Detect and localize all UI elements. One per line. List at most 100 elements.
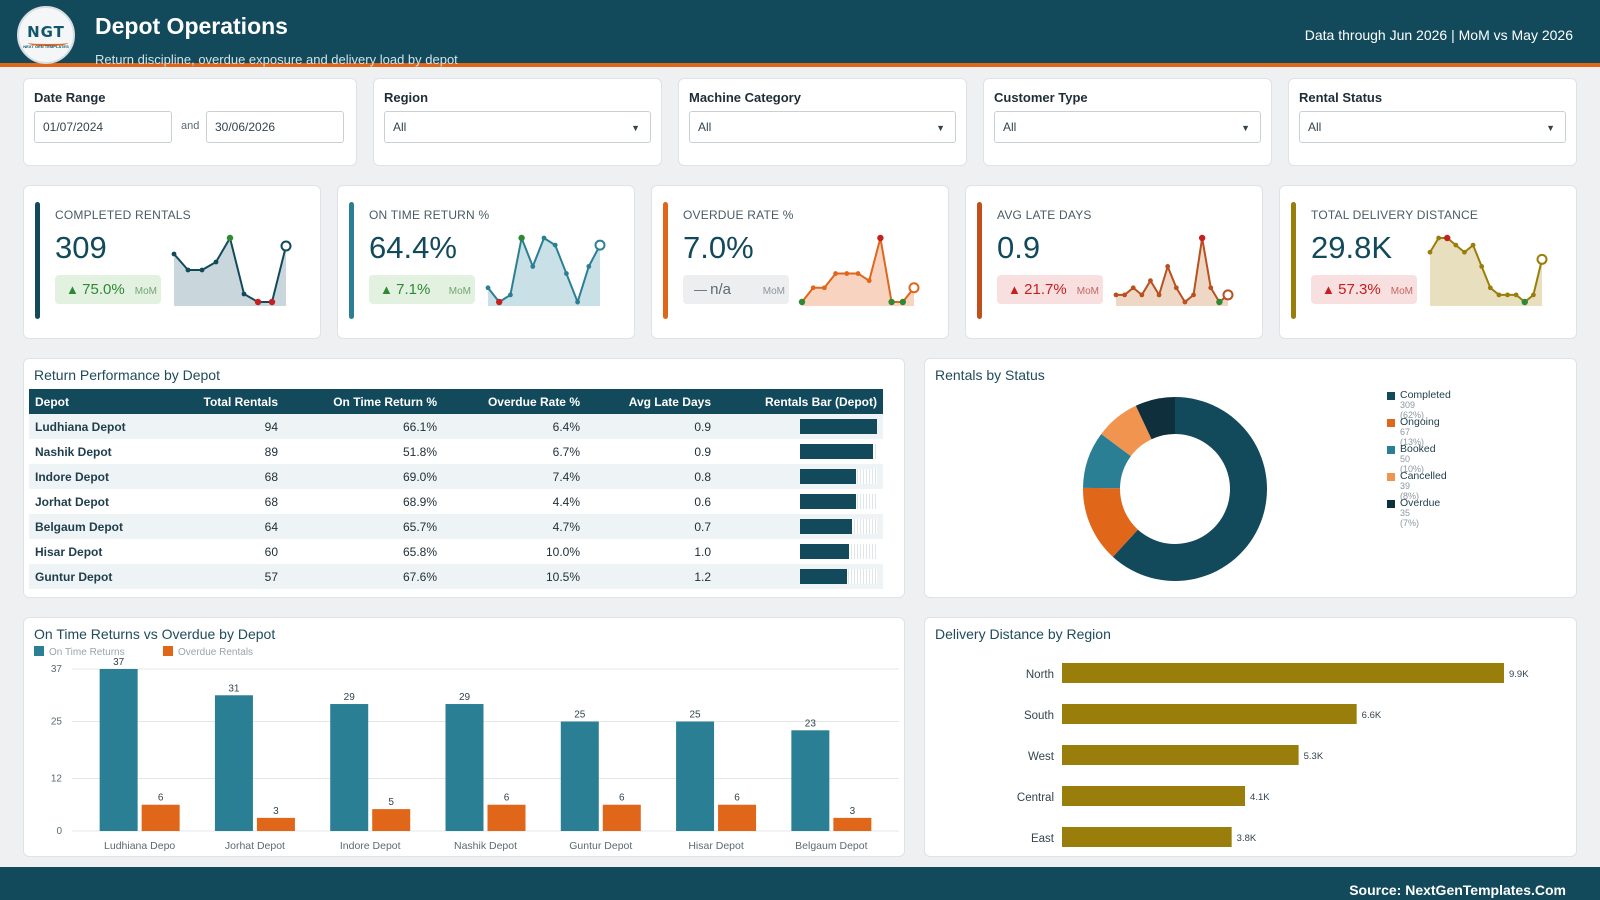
late-days-cell: 0.8 <box>586 464 717 489</box>
table-row[interactable]: Nashik Depot 89 51.8% 6.7% 0.9 <box>29 439 883 464</box>
data-through-label: Data through Jun 2026 | MoM vs May 2026 <box>1304 27 1573 43</box>
bar-value-label: 25 <box>574 710 586 721</box>
donut-slice-cancelled[interactable] <box>1101 405 1152 457</box>
kpi-value: 64.4% <box>369 230 457 265</box>
donut-slice-completed[interactable] <box>1112 397 1267 581</box>
sparkline-area <box>1430 238 1542 306</box>
on-time-cell: 65.8% <box>284 539 443 564</box>
column-header[interactable]: Overdue Rate % <box>443 389 586 414</box>
donut-slice-overdue[interactable] <box>1135 397 1175 440</box>
total-rentals-cell: 57 <box>149 564 284 589</box>
distance-bar[interactable] <box>1062 663 1504 683</box>
legend-swatch <box>1387 392 1395 400</box>
chevron-down-icon: ▼ <box>1241 123 1250 133</box>
sparkline-point <box>844 271 850 276</box>
kpi-change-period: MoM <box>448 286 471 297</box>
logo-swoosh <box>28 40 68 46</box>
chevron-down-icon: ▼ <box>631 123 640 133</box>
rentals-bar-cell <box>717 489 883 514</box>
overdue-bar[interactable] <box>602 804 641 831</box>
legend-value: 67 (13%) <box>1400 427 1425 447</box>
table-row[interactable]: Jorhat Depot 68 68.9% 4.4% 0.6 <box>29 489 883 514</box>
distance-bar[interactable] <box>1062 745 1299 765</box>
overdue-bar[interactable] <box>256 817 295 831</box>
date-to-input[interactable]: 30/06/2026 <box>206 111 344 143</box>
column-header[interactable]: Total Rentals <box>149 389 284 414</box>
overdue-bar[interactable] <box>487 804 526 831</box>
table-row[interactable]: Ludhiana Depot 94 66.1% 6.4% 0.9 <box>29 414 883 439</box>
distance-bar[interactable] <box>1062 704 1357 724</box>
overdue-cell: 4.7% <box>443 514 586 539</box>
on-time-bar[interactable] <box>791 730 830 831</box>
column-header[interactable]: Rentals Bar (Depot) <box>717 389 883 414</box>
table-row[interactable]: Guntur Depot 57 67.6% 10.5% 1.2 <box>29 564 883 589</box>
rentals-bar-track <box>800 494 877 510</box>
distance-bar[interactable] <box>1062 827 1232 847</box>
distance-bar[interactable] <box>1062 786 1246 806</box>
on-time-bar[interactable] <box>445 704 484 831</box>
legend-swatch <box>34 646 44 656</box>
overdue-cell: 7.4% <box>443 464 586 489</box>
sparkline-latest-point <box>280 240 292 252</box>
column-header[interactable]: Avg Late Days <box>586 389 717 414</box>
overdue-bar[interactable] <box>372 809 411 831</box>
rentals-bar-cell <box>717 414 883 439</box>
table-row[interactable]: Indore Depot 68 69.0% 7.4% 0.8 <box>29 464 883 489</box>
overdue-bar[interactable] <box>141 804 180 831</box>
sparkline-area <box>174 238 286 306</box>
column-header[interactable]: Depot <box>29 389 149 414</box>
kpi-title: ON TIME RETURN % <box>369 208 490 222</box>
overdue-bar[interactable] <box>718 804 757 831</box>
bar-value-label: 31 <box>228 683 240 694</box>
legend-label: Completed <box>1400 389 1451 401</box>
legend-swatch <box>1387 500 1395 508</box>
sparkline-point <box>213 259 219 265</box>
overdue-bar[interactable] <box>833 817 872 831</box>
date-from-input[interactable]: 01/07/2024 <box>34 111 172 143</box>
select-value: All <box>698 120 712 134</box>
on-time-bar[interactable] <box>676 721 715 831</box>
rentals-bar-fill <box>800 569 847 585</box>
sparkline-area <box>802 238 914 306</box>
on-time-bar[interactable] <box>560 721 599 831</box>
on-time-bar[interactable] <box>330 704 369 831</box>
sparkline-high-point <box>888 298 895 306</box>
logo-text: NGT <box>27 23 65 41</box>
triangle-up-icon: ▲ <box>1008 282 1021 297</box>
sparkline-point <box>1148 278 1153 284</box>
rental-status-select[interactable]: All ▼ <box>1299 111 1566 143</box>
machine-category-select[interactable]: All ▼ <box>689 111 956 143</box>
x-category-label: Indore Depot <box>340 840 401 852</box>
sparkline-point <box>1122 292 1128 298</box>
region-select[interactable]: All ▼ <box>384 111 651 143</box>
kpi-sparkline <box>171 234 292 306</box>
bar-value-label: 29 <box>459 692 471 703</box>
table-row[interactable]: Belgaum Depot 64 65.7% 4.7% 0.7 <box>29 514 883 539</box>
card-title: On Time Returns vs Overdue by Depot <box>34 626 276 642</box>
sparkline-point <box>1462 249 1467 255</box>
overdue-cell: 6.7% <box>443 439 586 464</box>
customer-type-select[interactable]: All ▼ <box>994 111 1261 143</box>
filter-machine-category: Machine Category All ▼ <box>678 78 967 166</box>
logo-subtext: NEXT GEN TEMPLATES <box>23 44 69 49</box>
sparkline-high-point <box>798 298 806 306</box>
donut-slice-ongoing[interactable] <box>1083 487 1138 557</box>
depot-name-cell: Nashik Depot <box>29 439 149 464</box>
on-time-bar[interactable] <box>214 695 253 831</box>
donut-slice-booked[interactable] <box>1083 433 1131 489</box>
kpi-sparkline <box>1427 234 1548 306</box>
table-row[interactable]: Hisar Depot 60 65.8% 10.0% 1.0 <box>29 539 883 564</box>
card-title: Delivery Distance by Region <box>935 626 1111 642</box>
depot-name-cell: Jorhat Depot <box>29 489 149 514</box>
sparkline-point <box>855 271 861 276</box>
column-header[interactable]: On Time Return % <box>284 389 443 414</box>
kpi-accent-bar <box>35 202 40 319</box>
kpi-change-badge: ▲ 57.3% MoM <box>1311 275 1417 304</box>
chevron-down-icon: ▼ <box>1546 123 1555 133</box>
page-title: Depot Operations <box>95 13 288 39</box>
kpi-card: COMPLETED RENTALS 309 ▲ 75.0% MoM <box>23 185 321 339</box>
on-time-bar[interactable] <box>99 669 138 831</box>
kpi-change-value: 21.7% <box>1024 281 1067 298</box>
kpi-change-value: 57.3% <box>1338 281 1381 298</box>
sparkline-point <box>1182 299 1188 305</box>
